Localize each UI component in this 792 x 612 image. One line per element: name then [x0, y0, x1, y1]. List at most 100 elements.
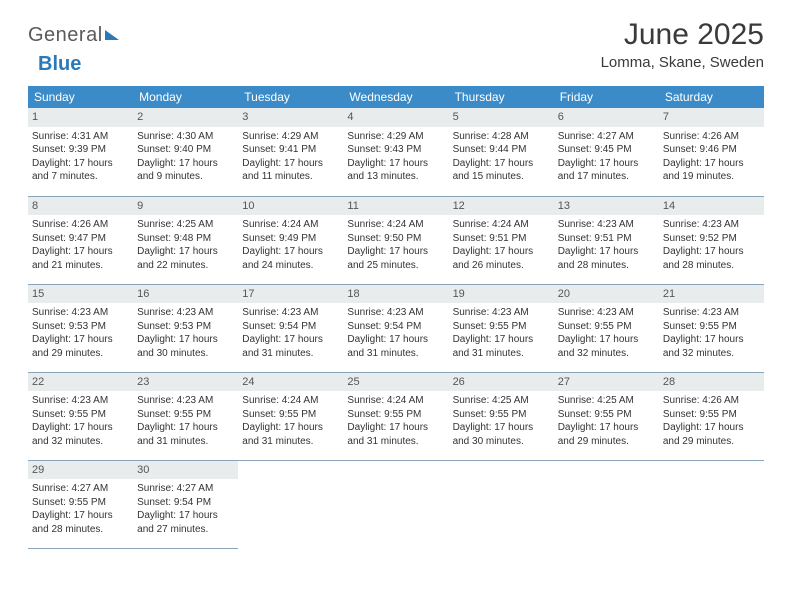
sunrise-text: Sunrise: 4:23 AM [137, 306, 234, 320]
sunrise-text: Sunrise: 4:30 AM [137, 130, 234, 144]
calendar-day-cell: 18Sunrise: 4:23 AMSunset: 9:54 PMDayligh… [343, 284, 448, 372]
calendar-table: Sunday Monday Tuesday Wednesday Thursday… [28, 86, 764, 549]
daylight-text: Daylight: 17 hours and 21 minutes. [32, 245, 129, 272]
sunset-text: Sunset: 9:51 PM [558, 232, 655, 246]
daylight-text: Daylight: 17 hours and 29 minutes. [32, 333, 129, 360]
calendar-day-cell: 7 Sunrise: 4:26 AMSunset: 9:46 PMDaylight… [659, 108, 764, 196]
sunrise-text: Sunrise: 4:25 AM [558, 394, 655, 408]
daylight-text: Daylight: 17 hours and 31 minutes. [347, 333, 444, 360]
sunrise-text: Sunrise: 4:25 AM [453, 394, 550, 408]
calendar-day-cell: . [343, 460, 448, 548]
calendar-body: 1Sunrise: 4:31 AMSunset: 9:39 PMDaylight… [28, 108, 764, 548]
sunset-text: Sunset: 9:55 PM [32, 408, 129, 422]
day-of-week-row: Sunday Monday Tuesday Wednesday Thursday… [28, 86, 764, 108]
sunset-text: Sunset: 9:54 PM [137, 496, 234, 510]
calendar-day-cell: 20 Sunrise: 4:23 AMSunset: 9:55 PMDayligh… [554, 284, 659, 372]
calendar-week-row: 15Sunrise: 4:23 AMSunset: 9:53 PMDayligh… [28, 284, 764, 372]
day-number: 29 [28, 461, 133, 480]
calendar-day-cell: 30 Sunrise: 4:27 AMSunset: 9:54 PMDayligh… [133, 460, 238, 548]
sunrise-text: Sunrise: 4:27 AM [137, 482, 234, 496]
calendar-day-cell: 19Sunrise: 4:23 AMSunset: 9:55 PMDayligh… [449, 284, 554, 372]
day-number: 24 [238, 373, 343, 392]
day-number: 11 [343, 197, 448, 216]
dow-saturday: Saturday [659, 86, 764, 108]
calendar-page: General June 2025 Lomma, Skane, Sweden B… [0, 0, 792, 559]
dow-wednesday: Wednesday [343, 86, 448, 108]
dow-friday: Friday [554, 86, 659, 108]
daylight-text: Daylight: 17 hours and 9 minutes. [137, 157, 234, 184]
calendar-day-cell: 14Sunrise: 4:23 AMSunset: 9:52 PMDayligh… [659, 196, 764, 284]
daylight-text: Daylight: 17 hours and 31 minutes. [242, 421, 339, 448]
dow-monday: Monday [133, 86, 238, 108]
daylight-text: Daylight: 17 hours and 30 minutes. [453, 421, 550, 448]
sunrise-text: Sunrise: 4:23 AM [137, 394, 234, 408]
sunrise-text: Sunrise: 4:26 AM [663, 394, 760, 408]
day-number: 6 [554, 108, 659, 127]
calendar-day-cell: 9Sunrise: 4:25 AMSunset: 9:48 PMDaylight… [133, 196, 238, 284]
sunrise-text: Sunrise: 4:27 AM [32, 482, 129, 496]
calendar-week-row: 29Sunrise: 4:27 AMSunset: 9:55 PMDayligh… [28, 460, 764, 548]
day-number: 23 [133, 373, 238, 392]
day-number: 28 [659, 373, 764, 392]
calendar-week-row: 1Sunrise: 4:31 AMSunset: 9:39 PMDaylight… [28, 108, 764, 196]
day-number: 8 [28, 197, 133, 216]
sunset-text: Sunset: 9:55 PM [558, 320, 655, 334]
calendar-day-cell: 24Sunrise: 4:24 AMSunset: 9:55 PMDayligh… [238, 372, 343, 460]
sunrise-text: Sunrise: 4:26 AM [663, 130, 760, 144]
sunrise-text: Sunrise: 4:31 AM [32, 130, 129, 144]
calendar-day-cell: 12Sunrise: 4:24 AMSunset: 9:51 PMDayligh… [449, 196, 554, 284]
day-number: 30 [133, 461, 238, 480]
brand-logo: General [28, 18, 119, 47]
sunrise-text: Sunrise: 4:23 AM [558, 306, 655, 320]
sunrise-text: Sunrise: 4:23 AM [558, 218, 655, 232]
sunset-text: Sunset: 9:48 PM [137, 232, 234, 246]
sunset-text: Sunset: 9:55 PM [242, 408, 339, 422]
sunset-text: Sunset: 9:46 PM [663, 143, 760, 157]
sunset-text: Sunset: 9:55 PM [663, 320, 760, 334]
day-number: 20 [554, 285, 659, 304]
day-number: 7 [659, 108, 764, 127]
dow-thursday: Thursday [449, 86, 554, 108]
calendar-day-cell: . [554, 460, 659, 548]
day-number: 4 [343, 108, 448, 127]
calendar-day-cell: 13Sunrise: 4:23 AMSunset: 9:51 PMDayligh… [554, 196, 659, 284]
daylight-text: Daylight: 17 hours and 32 minutes. [663, 333, 760, 360]
sunset-text: Sunset: 9:40 PM [137, 143, 234, 157]
daylight-text: Daylight: 17 hours and 15 minutes. [453, 157, 550, 184]
day-number: 26 [449, 373, 554, 392]
sunrise-text: Sunrise: 4:23 AM [32, 394, 129, 408]
day-number: 16 [133, 285, 238, 304]
sunrise-text: Sunrise: 4:26 AM [32, 218, 129, 232]
sunset-text: Sunset: 9:54 PM [347, 320, 444, 334]
title-block: June 2025 Lomma, Skane, Sweden [601, 18, 764, 71]
calendar-day-cell: 3 Sunrise: 4:29 AMSunset: 9:41 PMDaylight… [238, 108, 343, 196]
sunset-text: Sunset: 9:45 PM [558, 143, 655, 157]
calendar-day-cell: 28Sunrise: 4:26 AMSunset: 9:55 PMDayligh… [659, 372, 764, 460]
sunrise-text: Sunrise: 4:24 AM [453, 218, 550, 232]
dow-tuesday: Tuesday [238, 86, 343, 108]
day-number: 25 [343, 373, 448, 392]
calendar-day-cell: 25Sunrise: 4:24 AMSunset: 9:55 PMDayligh… [343, 372, 448, 460]
daylight-text: Daylight: 17 hours and 32 minutes. [558, 333, 655, 360]
daylight-text: Daylight: 17 hours and 30 minutes. [137, 333, 234, 360]
sunset-text: Sunset: 9:55 PM [347, 408, 444, 422]
sunrise-text: Sunrise: 4:23 AM [663, 306, 760, 320]
sunrise-text: Sunrise: 4:24 AM [347, 394, 444, 408]
calendar-day-cell: 8Sunrise: 4:26 AMSunset: 9:47 PMDaylight… [28, 196, 133, 284]
daylight-text: Daylight: 17 hours and 27 minutes. [137, 509, 234, 536]
daylight-text: Daylight: 17 hours and 28 minutes. [558, 245, 655, 272]
daylight-text: Daylight: 17 hours and 31 minutes. [453, 333, 550, 360]
calendar-day-cell: 22Sunrise: 4:23 AMSunset: 9:55 PMDayligh… [28, 372, 133, 460]
day-number: 12 [449, 197, 554, 216]
dow-sunday: Sunday [28, 86, 133, 108]
day-number: 3 [238, 108, 343, 127]
calendar-day-cell: . [449, 460, 554, 548]
day-number: 14 [659, 197, 764, 216]
day-number: 17 [238, 285, 343, 304]
daylight-text: Daylight: 17 hours and 19 minutes. [663, 157, 760, 184]
calendar-day-cell: 27Sunrise: 4:25 AMSunset: 9:55 PMDayligh… [554, 372, 659, 460]
sunset-text: Sunset: 9:41 PM [242, 143, 339, 157]
sunrise-text: Sunrise: 4:29 AM [242, 130, 339, 144]
daylight-text: Daylight: 17 hours and 11 minutes. [242, 157, 339, 184]
sunset-text: Sunset: 9:55 PM [663, 408, 760, 422]
